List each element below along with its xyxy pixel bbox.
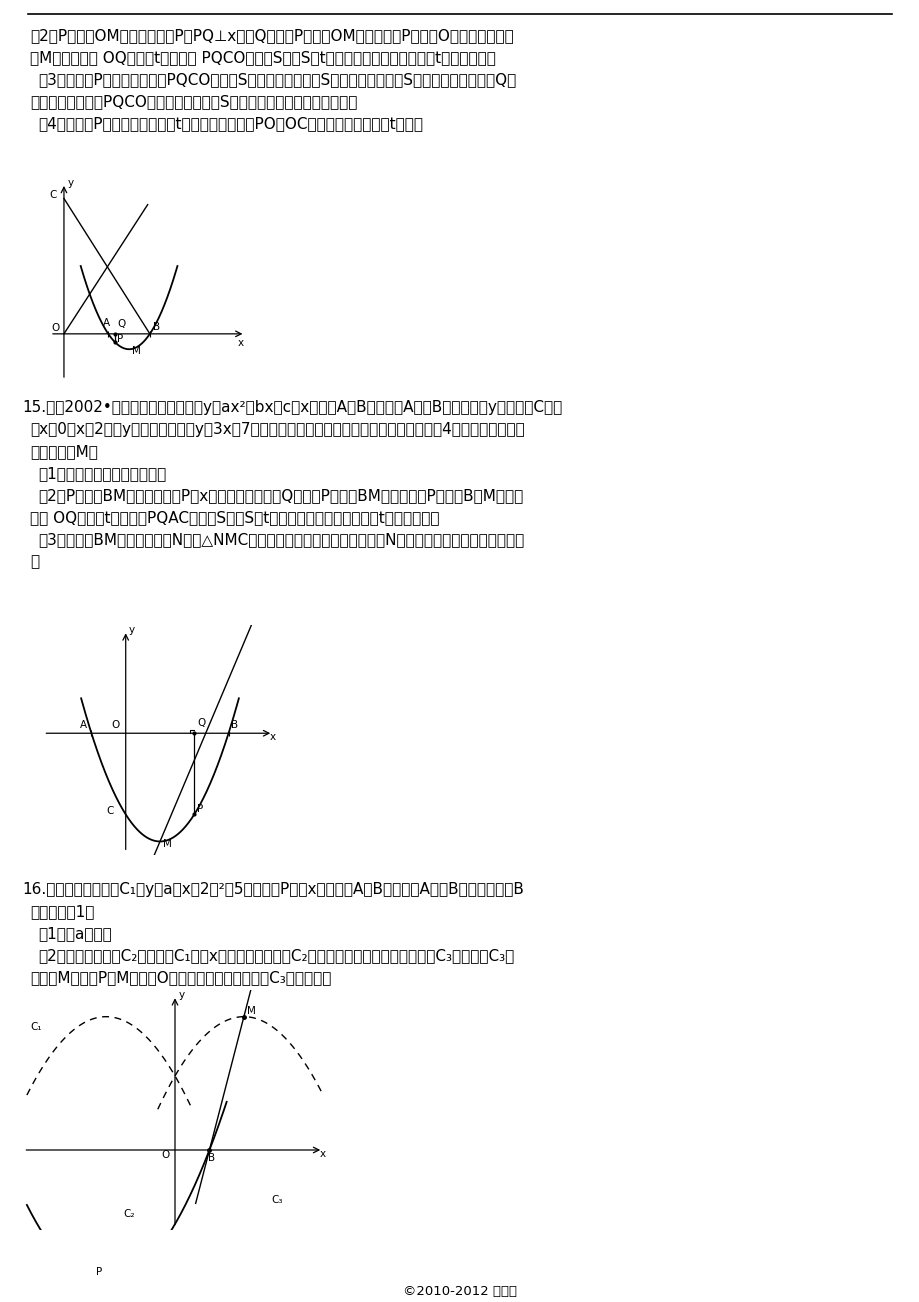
Text: C: C: [107, 806, 114, 816]
Text: 的横坐标是1；: 的横坐标是1；: [30, 904, 95, 919]
Text: y: y: [178, 990, 185, 1000]
Text: y: y: [129, 625, 134, 635]
Text: B: B: [153, 322, 160, 332]
Text: B: B: [208, 1152, 214, 1163]
Text: 。: 。: [30, 553, 40, 569]
Text: （3）随着点P的运动，四边形PQCO的面积S有最大值吗？如果S有最大值，请求出S的最大值，并指出点Q的: （3）随着点P的运动，四边形PQCO的面积S有最大值吗？如果S有最大值，请求出S…: [38, 72, 516, 87]
Text: （2）P为线段BM上一点，过点P向x轴引垂线，垂足为Q．若点P在线段BM上运动（点P不与点B、M重合）: （2）P为线段BM上一点，过点P向x轴引垂线，垂足为Q．若点P在线段BM上运动（…: [38, 488, 523, 503]
Text: x: x: [319, 1148, 325, 1159]
Text: O: O: [162, 1150, 170, 1160]
Text: C₁: C₁: [30, 1022, 42, 1032]
Text: （3）在线段BM上是否存在点N，使△NMC为等腰三角形？若存在，请求出点N的坐标；若不存在，请说明理由: （3）在线段BM上是否存在点N，使△NMC为等腰三角形？若存在，请求出点N的坐标…: [38, 533, 524, 547]
Text: A: A: [103, 318, 110, 328]
Text: 点M重合），设 OQ的长为t，四边形 PQCO的面积S，求S与t之间的函数关系式及自变量t的取值范围；: 点M重合），设 OQ的长为t，四边形 PQCO的面积S，求S与t之间的函数关系式…: [30, 49, 495, 65]
Text: C₂: C₂: [123, 1208, 135, 1219]
Text: Q: Q: [197, 719, 205, 729]
Text: （2）如图，抛物线C₂与抛物线C₁关于x轴对称，将抛物线C₂向右平移，平移后的抛物线记为C₃，抛物线C₃的: （2）如图，抛物线C₂与抛物线C₁关于x轴对称，将抛物线C₂向右平移，平移后的抛…: [38, 948, 514, 963]
Text: Q: Q: [117, 319, 125, 329]
Text: （2）P为线段OM上一点，过点P作PQ⊥x轴于Q．若点P在线段OM上运动（点P不与点O重合，但可以与: （2）P为线段OM上一点，过点P作PQ⊥x轴于Q．若点P在线段OM上运动（点P不…: [30, 29, 513, 43]
Text: 物线的顶点M．: 物线的顶点M．: [30, 444, 97, 460]
Text: 具体位置和四边形PQCO的特殊形状；如果S没有最大值，请简要说明理由；: 具体位置和四边形PQCO的特殊形状；如果S没有最大值，请简要说明理由；: [30, 94, 357, 109]
Text: 当x＝0和x＝2时，y的值相等．直线y＝3x－7与这条抛物线相交于两点，其中一点的横坐标是4，另一点是这条抛: 当x＝0和x＝2时，y的值相等．直线y＝3x－7与这条抛物线相交于两点，其中一点…: [30, 422, 524, 437]
Text: P: P: [197, 803, 203, 814]
Text: P: P: [96, 1267, 103, 1277]
Text: M: M: [131, 346, 141, 355]
Text: 顶点为M，当点P、M关于点O成中心对称时，求抛物线C₃的解析式．: 顶点为M，当点P、M关于点O成中心对称时，求抛物线C₃的解析式．: [30, 970, 331, 986]
Text: y: y: [68, 177, 74, 187]
Text: M: M: [164, 838, 172, 849]
Text: C₃: C₃: [271, 1195, 283, 1206]
Text: 15.　（2002•哈尔滨）如图，抛物线y＝ax²＋bx＋c与x轴交于A、B两点（点A在点B左侧），与y轴交于点C，且: 15. （2002•哈尔滨）如图，抛物线y＝ax²＋bx＋c与x轴交于A、B两点…: [22, 400, 562, 415]
Text: （1）求这条抛物线的解析式；: （1）求这条抛物线的解析式；: [38, 466, 166, 480]
Text: P: P: [117, 333, 123, 344]
Text: A: A: [80, 720, 87, 730]
Text: x: x: [269, 732, 276, 742]
Text: C: C: [49, 190, 56, 201]
Text: ，设 OQ的长为t，四边形PQAC的面积S．求S与t之间的函数关系式及自变量t的取值范围；: ，设 OQ的长为t，四边形PQAC的面积S．求S与t之间的函数关系式及自变量t的…: [30, 510, 439, 525]
Text: O: O: [111, 720, 119, 730]
Text: （4）随着点P的运动，是否存在t的某个值，能满足PO＝OC？如果存在，请求出t的值．: （4）随着点P的运动，是否存在t的某个值，能满足PO＝OC？如果存在，请求出t的…: [38, 116, 423, 132]
Text: ©2010-2012 菁优网: ©2010-2012 菁优网: [403, 1285, 516, 1298]
Text: （1）求a的值；: （1）求a的值；: [38, 926, 111, 941]
Text: 16.如图，已知抛物线C₁：y＝a（x＋2）²－5的顶点为P，与x轴相交于A、B两点（点A在点B的左侧），点B: 16.如图，已知抛物线C₁：y＝a（x＋2）²－5的顶点为P，与x轴相交于A、B…: [22, 881, 523, 897]
Text: O: O: [51, 323, 59, 333]
Text: M: M: [247, 1006, 255, 1016]
Text: x: x: [237, 337, 244, 348]
Text: B: B: [231, 720, 238, 730]
